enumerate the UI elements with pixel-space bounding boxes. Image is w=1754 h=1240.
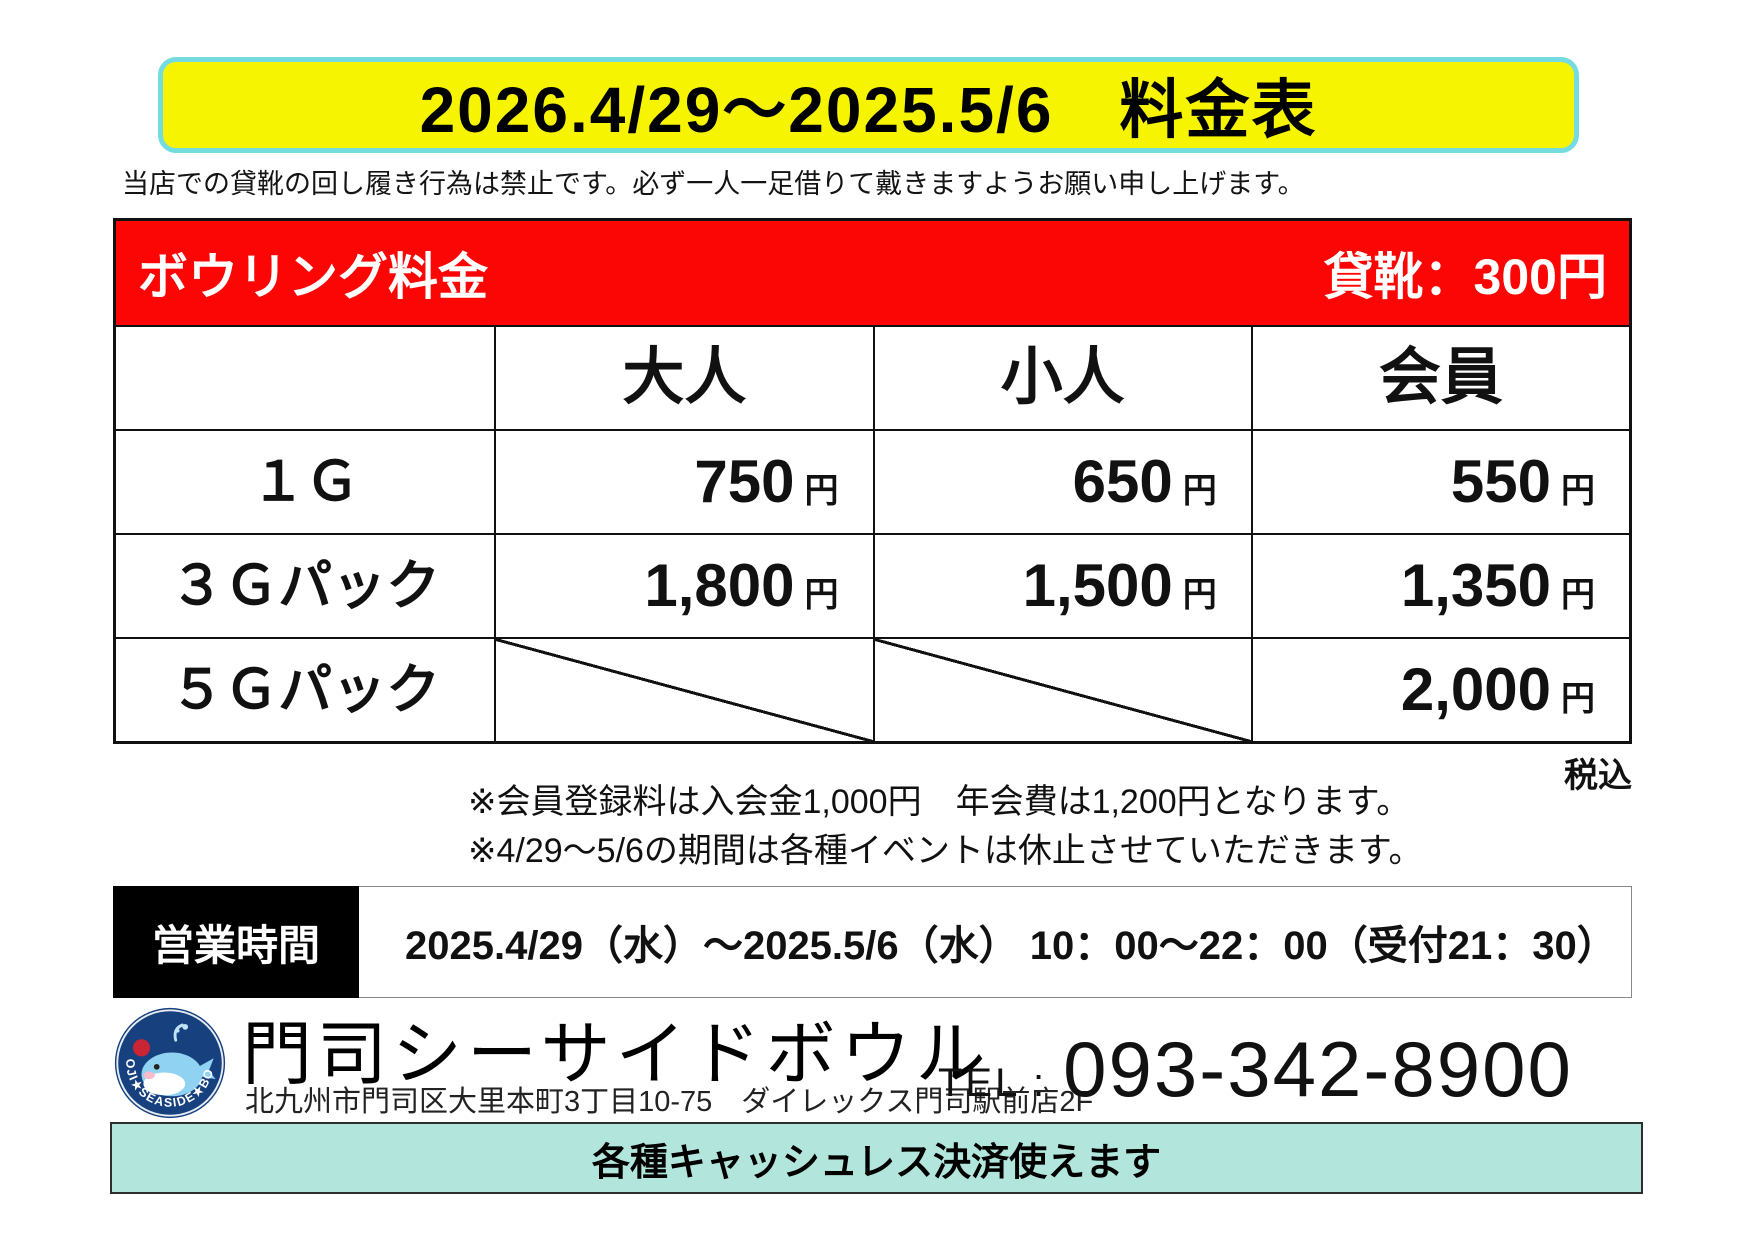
unavailable-cell-5g-child xyxy=(872,639,1251,741)
cashless-banner: 各種キャッシュレス決済使えます xyxy=(110,1122,1643,1194)
table-row-5g-pack: ５Ｇパック 2,000 円 xyxy=(116,637,1629,741)
price-cell-3g-member: 1,350 円 xyxy=(1250,535,1629,637)
price-value: 1,350 xyxy=(1400,552,1551,619)
shoe-rental-price: 貸靴：300円 xyxy=(1323,249,1607,305)
price-table-title: ボウリング料金 xyxy=(138,249,488,305)
column-header-member: 会員 xyxy=(1250,327,1629,429)
price-cell-5g-member: 2,000 円 xyxy=(1250,639,1629,741)
yen-unit: 円 xyxy=(804,472,839,510)
price-cell-3g-child: 1,500 円 xyxy=(872,535,1251,637)
table-row-1g: １Ｇ 750 円 650 円 550 円 xyxy=(116,429,1629,533)
table-header-row: 大人 小人 会員 xyxy=(116,325,1629,429)
price-value: 1,500 xyxy=(1022,552,1173,619)
price-value: 550 xyxy=(1450,448,1551,515)
price-value: 2,000 xyxy=(1400,656,1551,723)
row-label-3g-pack: ３Ｇパック xyxy=(170,556,441,616)
business-hours-section: 営業時間 2025.4/29（水）～2025.5/6（水） 10：00～22：0… xyxy=(113,886,1632,998)
price-table: ボウリング料金 貸靴：300円 大人 小人 会員 １Ｇ 750 円 650 円 55… xyxy=(113,218,1632,744)
note-line-events: ※4/29～5/6の期間は各種イベントは休止させていただきます。 xyxy=(468,832,1423,870)
title-banner: 2026.4/29～2025.5/6 料金表 xyxy=(158,57,1579,153)
yen-unit: 円 xyxy=(1561,472,1595,510)
notes-block: ※会員登録料は入会金1,000円 年会費は1,200円となります。 ※4/29～… xyxy=(468,778,1423,876)
column-header-adult: 大人 xyxy=(494,327,872,429)
rental-notice-text: 当店での貸靴の回し履き行為は禁止です。必ず一人一足借りて戴きますようお願い申し上… xyxy=(122,169,1305,199)
shop-name: 門司シーサイドボウル xyxy=(242,1015,991,1093)
price-cell-1g-child: 650 円 xyxy=(872,431,1251,533)
whale-badge-icon: MOJI★SEASIDE★BOWL xyxy=(113,1006,226,1119)
yen-unit: 円 xyxy=(804,576,839,614)
table-row-3g-pack: ３Ｇパック 1,800 円 1,500 円 1,350 円 xyxy=(116,533,1629,637)
price-cell-1g-adult: 750 円 xyxy=(494,431,872,533)
page-title: 2026.4/29～2025.5/6 料金表 xyxy=(419,74,1318,146)
shop-address: 北九州市門司区大里本町3丁目10-75 ダイレックス門司駅前店2F xyxy=(245,1086,1094,1118)
yen-unit: 円 xyxy=(1561,576,1595,614)
tel-number: 093-342-8900 xyxy=(1063,1025,1573,1113)
tel-label: TEL : xyxy=(938,1061,1048,1105)
phone-block: TEL : 093-342-8900 xyxy=(938,1024,1573,1115)
price-value: 750 xyxy=(694,448,795,515)
price-value: 650 xyxy=(1072,448,1173,515)
price-cell-3g-adult: 1,800 円 xyxy=(494,535,872,637)
business-hours-label: 営業時間 xyxy=(113,886,359,998)
note-line-membership: ※会員登録料は入会金1,000円 年会費は1,200円となります。 xyxy=(468,783,1411,821)
column-header-child: 小人 xyxy=(872,327,1251,429)
price-table-header-bar: ボウリング料金 貸靴：300円 xyxy=(116,221,1629,325)
row-label-1g: １Ｇ xyxy=(251,452,360,512)
tax-included-note: 税込 xyxy=(1564,757,1632,795)
yen-unit: 円 xyxy=(1561,680,1595,718)
yen-unit: 円 xyxy=(1182,576,1217,614)
price-value: 1,800 xyxy=(644,552,795,619)
row-label-5g-pack: ５Ｇパック xyxy=(170,660,441,720)
business-hours-value: 2025.4/29（水）～2025.5/6（水） 10：00～22：00（受付2… xyxy=(359,886,1632,998)
unavailable-cell-5g-adult xyxy=(494,639,873,741)
price-cell-1g-member: 550 円 xyxy=(1250,431,1629,533)
column-header-empty xyxy=(116,327,494,429)
yen-unit: 円 xyxy=(1182,472,1217,510)
